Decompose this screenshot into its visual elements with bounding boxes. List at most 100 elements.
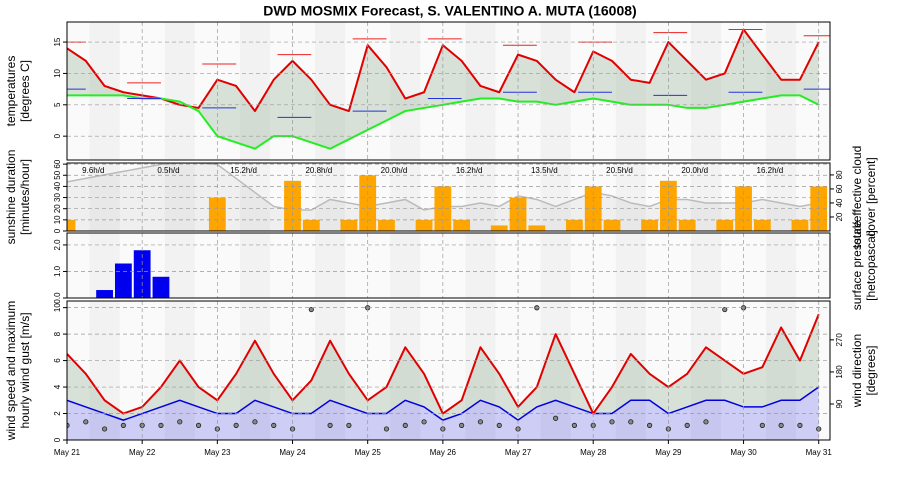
plot-area [96,250,170,298]
point [120,422,126,428]
bar [716,219,734,231]
point [346,422,352,428]
point [459,422,465,428]
x-tick-label: May 25 [355,448,382,457]
y2-axis-label: wind direction [850,334,864,408]
point [252,419,258,425]
x-tick-label: May 27 [505,448,532,457]
point [177,419,183,425]
bar [378,219,395,231]
y-tick-label: 10 [53,303,62,312]
panel-border [66,162,831,232]
bar [453,219,471,231]
bar [603,219,621,231]
point [703,419,709,425]
x-tick-label: May 26 [430,448,457,457]
y-tick-label: 0 [53,228,62,233]
bar [67,219,76,231]
day-stripe [119,22,165,160]
bar [415,219,433,231]
y-tick-label: 15 [53,37,62,46]
y-axis-label: [degrees C] [18,60,32,122]
point [759,422,765,428]
bar [490,225,508,231]
bar [678,219,696,231]
point [496,422,502,428]
point [571,422,578,428]
y-tick-label: 0.0 [53,292,62,304]
daily-sunshine-label: 15.2h/d [230,166,257,175]
line [67,94,820,150]
point [797,422,803,428]
point [195,422,202,428]
panel-border [66,21,831,161]
bar [133,250,151,298]
day-stripe [796,233,830,298]
y2-tick-label: 180 [835,365,844,379]
y-tick-label: 0 [53,133,62,138]
y2-tick-label: 60 [835,184,844,193]
daily-sunshine-label: 20.5h/d [606,166,633,175]
x-tick-label: May 24 [279,448,306,457]
x-tick-label: May 21 [54,448,81,457]
y-tick-label: 30 [53,193,62,202]
y-tick-label: 4 [53,384,62,389]
point [308,306,314,313]
x-tick-label: May 29 [655,448,682,457]
y-tick-label: 0 [53,437,62,442]
daily-sunshine-label: 16.2h/d [456,166,483,175]
bar [96,290,113,298]
day-stripe [67,233,90,298]
bar [302,219,320,231]
bar [791,219,809,231]
point [684,422,690,428]
bar [641,219,658,231]
y-tick-label: 60 [53,159,62,168]
y2-axis-label: surface pressure [850,220,864,310]
bar [340,219,358,231]
x-tick-label: May 22 [129,448,156,457]
point [421,419,427,425]
temperature-band [67,29,819,149]
y-tick-label: 1.0 [53,265,62,277]
daily-sunshine-label: 0.5h/d [157,166,179,175]
point [233,422,239,428]
point [778,422,784,428]
point [609,419,615,425]
y2-tick-label: 270 [835,333,844,347]
y-tick-label: 6 [53,358,62,363]
y2-axis-label: cover [percent] [864,157,878,236]
day-stripe [67,163,90,231]
y-axis-label: hourly wind gust [m/s] [18,312,32,428]
x-tick-label: May 28 [580,448,607,457]
y2-tick-label: 90 [835,399,844,408]
x-tick-label: May 30 [730,448,757,457]
day-stripe [796,22,830,160]
bar [359,175,377,231]
y-axis-label: [minutes/hour] [18,159,32,235]
area [67,163,819,231]
y-tick-label: 2.0 [53,239,62,251]
point [83,419,89,425]
y-tick-label: 20 [53,204,62,213]
bar [753,219,771,231]
daily-sunshine-label: 13.5h/d [531,166,558,175]
y-axis-label: wind speed and maximum [4,301,18,441]
y2-axis-label: total/effective cloud [850,146,864,249]
y-tick-label: 5 [53,102,62,107]
y2-tick-label: 80 [835,170,844,179]
point [646,422,653,428]
y-axis-label: temperatures [4,56,18,127]
point [101,426,108,432]
y-tick-label: 10 [53,215,62,224]
point [553,415,559,421]
y2-axis-label: [hetcopascal] [864,230,878,301]
y2-axis-label: [degrees] [864,345,878,395]
y2-tick-label: 40 [835,198,844,207]
panel-border [66,232,831,299]
daily-sunshine-label: 20.0h/d [381,166,408,175]
point [383,426,390,432]
y-tick-label: 2 [53,411,62,416]
point [477,419,484,425]
